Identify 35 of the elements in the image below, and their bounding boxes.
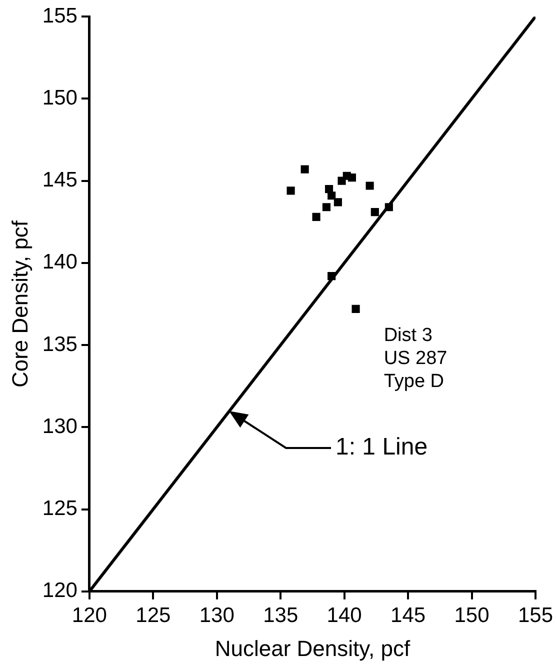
annotation: Type D	[384, 370, 444, 392]
y-tick-label: 125	[42, 497, 78, 520]
point	[328, 272, 336, 280]
point	[384, 203, 393, 212]
annotation: 1: 1 Line	[335, 434, 428, 461]
point	[366, 182, 374, 190]
point	[370, 208, 379, 216]
point	[328, 192, 336, 200]
point	[338, 176, 346, 185]
point	[334, 198, 342, 206]
y-tick-label: 130	[42, 414, 78, 438]
y-tick-label: 145	[42, 168, 78, 192]
y-tick-label: 155	[42, 4, 78, 28]
y-tick-label: 150	[42, 86, 78, 110]
x-tick-label: 155	[518, 604, 554, 627]
x-axis-title: Nuclear Density, pcf	[214, 636, 411, 661]
y-tick-label: 135	[42, 332, 78, 356]
x-tick-label: 145	[390, 604, 426, 627]
point	[348, 174, 356, 182]
y-axis-title: Core Density, pcf	[7, 220, 32, 388]
x-tick-label: 125	[136, 604, 171, 627]
y-tick-label: 120	[42, 579, 78, 602]
point	[300, 165, 309, 174]
point	[286, 186, 295, 195]
x-tick-label: 150	[454, 604, 490, 627]
x-tick-label: 135	[263, 604, 298, 627]
point	[322, 203, 331, 212]
annotation: Dist 3	[384, 324, 432, 346]
point	[312, 212, 320, 221]
annotation: US 287	[384, 348, 448, 369]
x-tick-label: 120	[72, 604, 107, 627]
x-tick-label: 140	[326, 604, 362, 627]
x-tick-label: 130	[199, 604, 234, 627]
y-tick-label: 140	[42, 250, 78, 274]
point	[352, 304, 360, 313]
